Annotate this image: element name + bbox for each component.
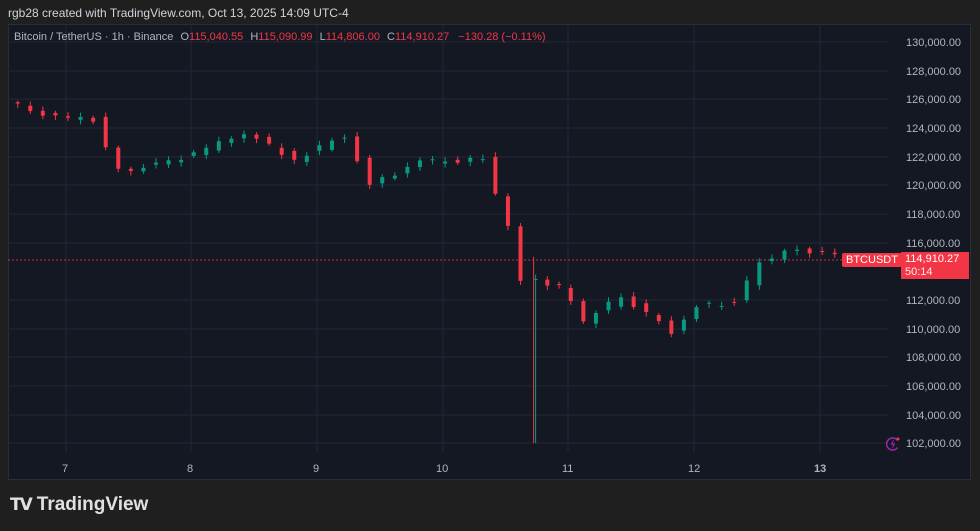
ohlc-legend: Bitcoin / TetherUS · 1h · Binance O115,0…	[14, 31, 546, 43]
open-label: O	[180, 31, 190, 43]
svg-text:124,000.00: 124,000.00	[906, 123, 961, 135]
bar-countdown: 50:14	[905, 266, 933, 278]
last-price-value: 114,910.27	[905, 253, 960, 265]
svg-text:9: 9	[313, 463, 319, 475]
tradingview-brand: TV TradingView	[10, 494, 148, 516]
lightning-alert-icon[interactable]	[885, 436, 901, 452]
svg-text:112,000.00: 112,000.00	[906, 295, 960, 307]
close-label: C	[387, 31, 395, 43]
svg-text:13: 13	[814, 463, 826, 475]
open-value: 115,040.55	[189, 31, 244, 43]
svg-text:102,000.00: 102,000.00	[906, 438, 961, 450]
low-value: 114,806.00	[325, 31, 380, 43]
svg-text:106,000.00: 106,000.00	[906, 381, 961, 393]
symbol-price-tag: BTCUSDT	[842, 253, 902, 267]
change-value: −130.28 (−0.11%)	[458, 31, 546, 43]
svg-text:120,000.00: 120,000.00	[906, 180, 961, 192]
svg-text:104,000.00: 104,000.00	[906, 410, 961, 422]
svg-text:7: 7	[62, 463, 68, 475]
price-chart[interactable]: 130,000.00 128,000.00 126,000.00 124,000…	[8, 24, 971, 480]
svg-text:128,000.00: 128,000.00	[906, 66, 961, 78]
brand-name: TradingView	[36, 494, 149, 515]
svg-text:8: 8	[187, 463, 193, 475]
candles	[15, 100, 850, 444]
last-price-label: 114,910.27 50:14	[901, 252, 969, 279]
svg-text:11: 11	[562, 463, 573, 475]
x-axis-labels: 7 8 9 10 11 12 13	[62, 463, 826, 475]
grid	[8, 24, 888, 452]
low-label: L	[319, 31, 326, 43]
symbol-title[interactable]: Bitcoin / TetherUS · 1h · Binance	[14, 31, 174, 43]
chart-credit: rgb28 created with TradingView.com, Oct …	[8, 6, 349, 20]
svg-text:12: 12	[688, 463, 700, 475]
y-axis-labels: 130,000.00 128,000.00 126,000.00 124,000…	[906, 37, 961, 450]
high-label: H	[250, 31, 259, 43]
svg-text:130,000.00: 130,000.00	[906, 37, 961, 49]
svg-text:108,000.00: 108,000.00	[906, 352, 961, 364]
svg-text:110,000.00: 110,000.00	[906, 324, 960, 336]
svg-text:126,000.00: 126,000.00	[906, 94, 961, 106]
svg-text:116,000.00: 116,000.00	[906, 238, 960, 250]
svg-text:122,000.00: 122,000.00	[906, 152, 961, 164]
close-value: 114,910.27	[394, 31, 450, 43]
svg-text:10: 10	[436, 463, 448, 475]
svg-text:118,000.00: 118,000.00	[906, 209, 960, 221]
tradingview-logo-icon: TV	[10, 495, 33, 515]
high-value: 115,090.99	[258, 31, 313, 43]
